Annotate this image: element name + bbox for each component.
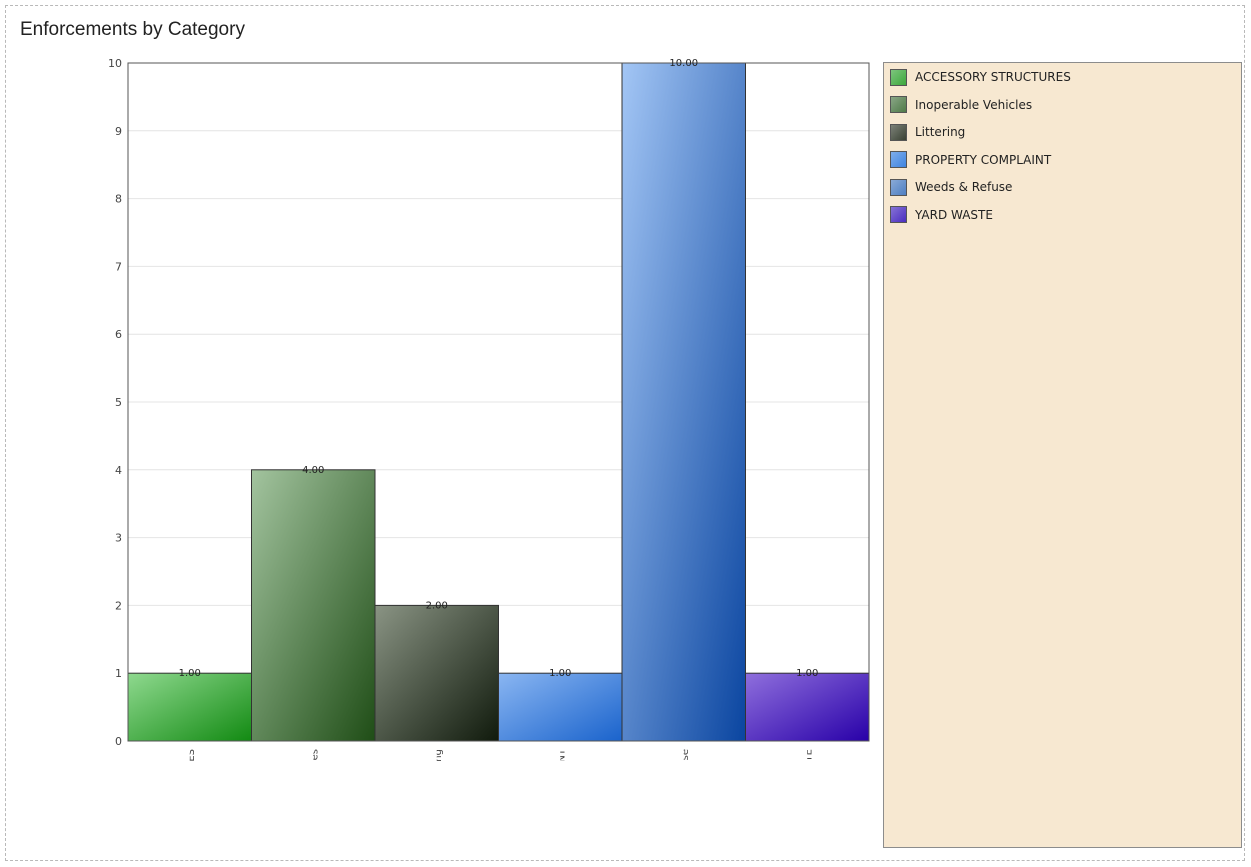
y-tick-label: 7 bbox=[115, 260, 122, 273]
x-tick-label: ıoperable Vehicles bbox=[309, 749, 320, 840]
legend-item: PROPERTY COMPLAINT bbox=[890, 149, 1051, 171]
y-tick-label: 4 bbox=[115, 464, 122, 477]
legend: ACCESSORY STRUCTURES Inoperable Vehicles L… bbox=[883, 62, 1242, 848]
data-label: 4.00 bbox=[302, 465, 324, 476]
data-label: 1.00 bbox=[179, 668, 201, 679]
chart-panel bbox=[5, 5, 1245, 861]
bar bbox=[251, 469, 376, 742]
data-labels: 1.00 4.00 2.00 1.00 10.00 1.00 bbox=[179, 58, 819, 679]
y-tick-label: 6 bbox=[115, 328, 122, 341]
data-label: 2.00 bbox=[426, 600, 448, 611]
legend-label: PROPERTY COMPLAINT bbox=[915, 152, 1052, 167]
y-tick-label: 3 bbox=[115, 532, 122, 545]
legend-label: Littering bbox=[915, 125, 966, 139]
chart-title: Enforcements by Category bbox=[20, 19, 245, 40]
y-tick-label: 1 bbox=[115, 667, 122, 680]
bar bbox=[745, 672, 870, 742]
x-tick-label: Littering bbox=[433, 749, 444, 791]
legend-label: Inoperable Vehicles bbox=[915, 97, 1033, 112]
y-tick-label: 8 bbox=[115, 193, 122, 206]
data-label: 1.00 bbox=[549, 668, 571, 679]
x-tick-label: ORY STRUCTURES bbox=[186, 749, 197, 839]
bar bbox=[127, 672, 252, 742]
plot-area-border bbox=[127, 62, 870, 742]
bar bbox=[498, 672, 623, 742]
legend-swatch bbox=[890, 151, 907, 168]
x-tick-label: ERTY COMPLAINT bbox=[556, 748, 567, 836]
legend-swatch bbox=[890, 206, 907, 223]
data-label: 10.00 bbox=[669, 58, 698, 69]
x-tick-label: Weeds & Refuse bbox=[680, 749, 691, 830]
bar bbox=[621, 62, 746, 742]
y-tick-label: 9 bbox=[115, 125, 122, 138]
legend-label: YARD WASTE bbox=[915, 207, 993, 222]
y-tick-label: 0 bbox=[115, 735, 122, 748]
data-label: 1.00 bbox=[796, 668, 818, 679]
legend-swatch bbox=[890, 68, 907, 86]
legend-item: Littering bbox=[890, 121, 965, 143]
y-tick-label: 10 bbox=[108, 57, 122, 70]
legend-swatch bbox=[890, 96, 907, 113]
legend-item: YARD WASTE bbox=[890, 204, 993, 226]
legend-swatch bbox=[890, 123, 907, 141]
gridlines bbox=[128, 130, 869, 674]
x-axis-labels: ORY STRUCTURES ıoperable Vehicles Litterin… bbox=[186, 748, 815, 840]
bar bbox=[374, 604, 499, 742]
legend-item: Weeds & Refuse bbox=[890, 176, 1012, 198]
legend-item: Inoperable Vehicles bbox=[890, 94, 1032, 116]
x-tick-label: YARD WASTE bbox=[803, 749, 814, 815]
bars bbox=[127, 62, 870, 742]
legend-label: ACCESSORY STRUCTURES bbox=[915, 70, 1071, 84]
y-tick-label: 2 bbox=[115, 599, 122, 612]
legend-swatch bbox=[890, 178, 907, 196]
legend-label: Weeds & Refuse bbox=[915, 180, 1013, 194]
y-tick-label: 5 bbox=[115, 396, 122, 409]
legend-item: ACCESSORY STRUCTURES bbox=[890, 66, 1071, 88]
y-axis-ticks: 0 1 2 3 4 5 6 7 8 9 10 bbox=[108, 57, 122, 748]
